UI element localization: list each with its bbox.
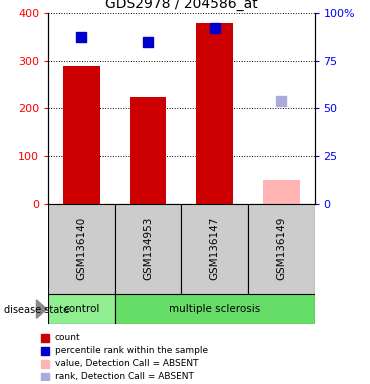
Bar [63,66,100,204]
Title: GDS2978 / 204586_at: GDS2978 / 204586_at [105,0,258,11]
Text: GSM136147: GSM136147 [209,217,220,280]
Text: GSM136149: GSM136149 [276,217,286,280]
Text: GSM134953: GSM134953 [143,217,153,280]
Polygon shape [36,300,47,318]
Bar [115,294,314,324]
Text: count: count [55,333,81,342]
Bar [196,23,233,204]
Text: control: control [63,304,100,314]
Text: percentile rank within the sample: percentile rank within the sample [55,346,208,355]
Text: multiple sclerosis: multiple sclerosis [169,304,260,314]
Bar [48,294,115,324]
Bar [48,204,115,294]
Bar [263,180,300,204]
Bar [248,204,314,294]
Bar [181,204,248,294]
Text: disease state: disease state [4,305,69,314]
Text: GSM136140: GSM136140 [76,217,87,280]
Bar [130,97,166,204]
Text: value, Detection Call = ABSENT: value, Detection Call = ABSENT [55,359,198,368]
Bar [115,204,181,294]
Text: rank, Detection Call = ABSENT: rank, Detection Call = ABSENT [55,372,194,381]
